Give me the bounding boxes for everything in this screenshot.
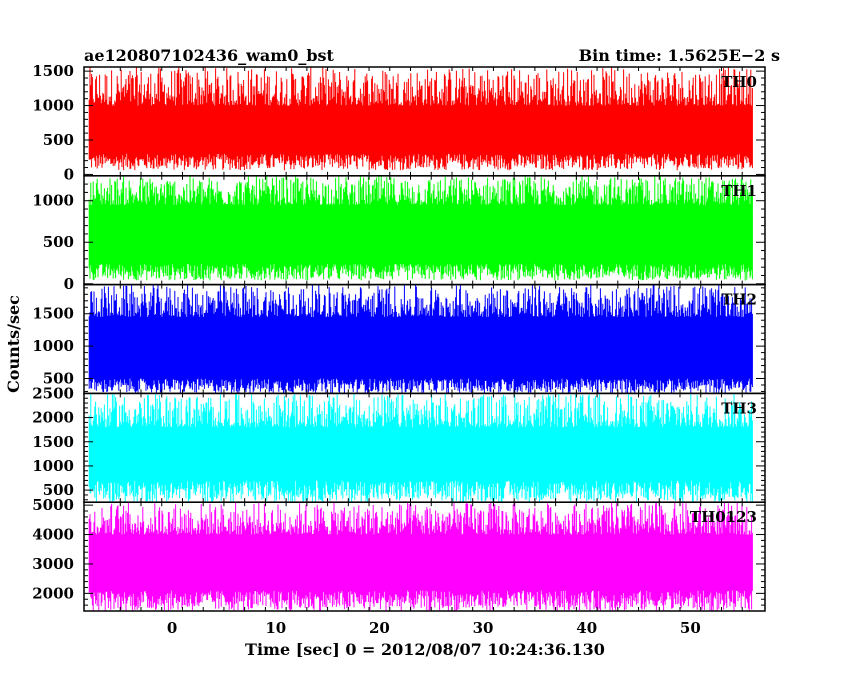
x-tick-label: 10 (265, 619, 286, 637)
y-tick-label: 1500 (32, 305, 74, 323)
y-tick-label: 1500 (32, 62, 74, 80)
series-band-th0 (89, 114, 753, 142)
x-axis-ticks: 0 10 20 30 40 50 (167, 619, 701, 637)
y-tick-label: 3000 (32, 555, 74, 573)
series-band-th3 (89, 438, 753, 468)
panel-label-th2: TH2 (721, 291, 757, 309)
series-band-th0123 (89, 546, 753, 578)
x-tick-label: 20 (369, 619, 390, 637)
y-tick-label: 500 (43, 370, 74, 388)
panel-label-th3: TH3 (721, 399, 757, 417)
y-tick-label: 1000 (32, 457, 74, 475)
y-tick-label: 0 (64, 275, 74, 293)
y-tick-label: 5000 (32, 496, 74, 514)
x-tick-label: 0 (167, 619, 177, 637)
y-tick-label: 500 (43, 481, 74, 499)
y-tick-label: 2500 (32, 384, 74, 402)
series-band-th2 (89, 333, 753, 367)
x-axis-label: Time [sec] 0 = 2012/08/07 10:24:36.130 (245, 640, 605, 659)
bin-time-label: Bin time: 1.5625E−2 s (579, 46, 780, 65)
panel-label-th0123: TH0123 (690, 508, 757, 526)
figure-title: ae120807102436_wam0_bst (84, 46, 335, 65)
panels-group: 0 500 1000 1500 TH0 0 500 1000 TH1 500 1000 1500 TH2… (32, 62, 766, 612)
panel-label-th0: TH0 (721, 73, 757, 91)
series-band-th1 (89, 217, 753, 250)
x-tick-label: 50 (680, 619, 701, 637)
y-tick-label: 1000 (32, 192, 74, 210)
x-tick-label: 30 (473, 619, 494, 637)
y-tick-label: 1000 (32, 97, 74, 115)
y-tick-label: 500 (43, 233, 74, 251)
panel-frame-th0123 (83, 501, 766, 612)
y-tick-label: 2000 (32, 584, 74, 602)
y-tick-label: 2000 (32, 409, 74, 427)
y-axis-label: Counts/sec (4, 295, 23, 393)
y-tick-label: 1000 (32, 337, 74, 355)
y-tick-label: 0 (64, 165, 74, 183)
panel-label-th1: TH1 (721, 182, 757, 200)
y-tick-label: 4000 (32, 526, 74, 544)
x-tick-label: 40 (576, 619, 597, 637)
y-tick-label: 500 (43, 131, 74, 149)
y-tick-label: 1500 (32, 433, 74, 451)
